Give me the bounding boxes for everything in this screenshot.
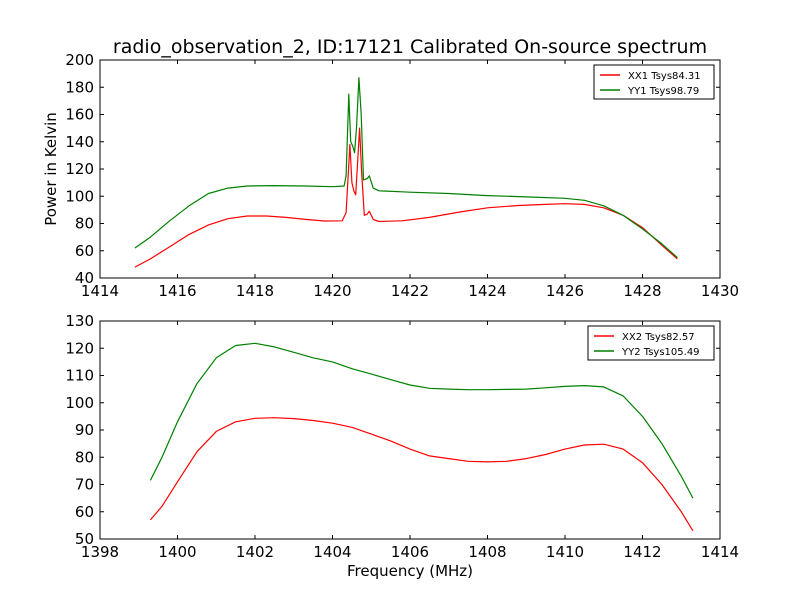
- y-tick-label: 130: [65, 312, 94, 330]
- x-tick-label: 1414: [81, 282, 119, 300]
- legend-box: [593, 64, 715, 100]
- x-tick-label: 1416: [158, 282, 196, 300]
- y-tick-label: 160: [65, 106, 94, 124]
- legend-box: [587, 325, 715, 361]
- x-tick-label: 1422: [391, 282, 429, 300]
- x-tick-label: 1426: [546, 282, 584, 300]
- y-tick-label: 200: [65, 51, 94, 69]
- x-tick-label: 1400: [158, 543, 196, 561]
- x-tick-label: 1420: [313, 282, 351, 300]
- series-line-2: [134, 77, 678, 259]
- series-line-1: [134, 127, 678, 268]
- x-tick-label: 1406: [391, 543, 429, 561]
- y-tick-label: 70: [75, 476, 94, 494]
- y-tick-label: 100: [65, 394, 94, 412]
- y-tick-label: 120: [65, 160, 94, 178]
- legend-label: XX1 Tsys84.31: [628, 71, 701, 82]
- legend-label: YY2 Tsys105.49: [621, 347, 700, 358]
- bottom-panel: 1398 1400 1402 1404 1406 1408 1410 1412 1414 50 60…: [65, 312, 739, 561]
- y-tick-label: 40: [75, 269, 94, 287]
- y-tick-label: 120: [65, 339, 94, 357]
- y-tick-label: 110: [65, 367, 94, 385]
- x-tick-label: 1412: [623, 543, 661, 561]
- x-tick-label: 1408: [468, 543, 506, 561]
- y-tick-label: 60: [75, 242, 94, 260]
- series-line-1: [149, 417, 694, 532]
- legend-label: YY1 Tsys98.79: [627, 86, 699, 97]
- series-line-2: [149, 342, 694, 499]
- x-tick-label: 1424: [468, 282, 506, 300]
- y-tick-label: 140: [65, 133, 94, 151]
- y-tick-label: 100: [65, 187, 94, 205]
- y-tick-label: 80: [75, 215, 94, 233]
- x-tick-label: 1398: [81, 543, 119, 561]
- y-tick-label: 180: [65, 78, 94, 96]
- x-tick-label: 1414: [701, 543, 739, 561]
- y-tick-label: 80: [75, 448, 94, 466]
- top-panel: 1414 1416 1418 1420 1422 1424 1426 1428 1430 40 60…: [42, 51, 739, 300]
- x-tick-label: 1430: [701, 282, 739, 300]
- x-axis-label: Frequency (MHz): [347, 562, 473, 580]
- x-tick-label: 1402: [236, 543, 274, 561]
- x-tick-label: 1410: [546, 543, 584, 561]
- x-tick-label: 1418: [236, 282, 274, 300]
- chart-title: radio_observation_2, ID:17121 Calibrated…: [113, 36, 707, 58]
- x-tick-label: 1428: [623, 282, 661, 300]
- y-tick-label: 50: [75, 530, 94, 548]
- y-axis-label: Power in Kelvin: [42, 112, 60, 226]
- x-tick-label: 1404: [313, 543, 351, 561]
- y-tick-label: 60: [75, 503, 94, 521]
- y-tick-label: 90: [75, 421, 94, 439]
- legend-label: XX2 Tsys82.57: [622, 332, 695, 343]
